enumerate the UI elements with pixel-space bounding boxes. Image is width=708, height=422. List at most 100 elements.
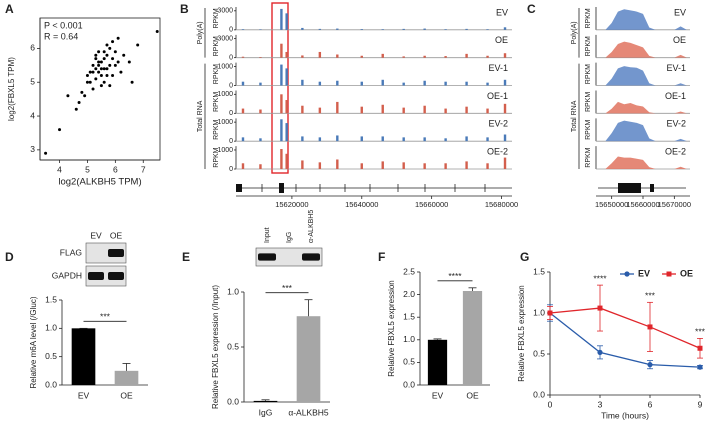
blot-lane-label: α-ALKBH5	[308, 210, 315, 243]
peak	[465, 28, 468, 30]
peak	[444, 108, 447, 114]
point	[94, 77, 98, 81]
x-tick-label: 9	[698, 399, 703, 409]
point	[91, 70, 95, 74]
y-tick-label: 3	[30, 144, 35, 154]
point	[94, 53, 98, 57]
point	[130, 80, 134, 84]
peak	[423, 28, 426, 30]
legend-marker	[666, 271, 672, 277]
point	[111, 57, 115, 61]
coverage-area	[599, 66, 687, 86]
y-axis-label: log2(FBXL5 TPM)	[7, 57, 16, 121]
x-tick-label: OE	[120, 390, 133, 400]
point	[111, 40, 115, 44]
point	[102, 50, 106, 54]
peak	[465, 106, 468, 114]
peak	[301, 55, 304, 58]
peak	[301, 27, 304, 30]
x-axis-label: log2(ALKBH5 TPM)	[58, 177, 141, 188]
track-y-label: RPKM	[585, 119, 592, 139]
peak	[486, 137, 489, 142]
track-name: OE	[495, 35, 508, 45]
peak	[360, 106, 363, 114]
y-tick-label: 1.0	[403, 334, 415, 344]
point	[111, 73, 115, 77]
point	[102, 67, 106, 71]
point	[108, 63, 112, 67]
point	[94, 57, 98, 61]
group-label: Total RNA	[197, 100, 204, 132]
annotation: P < 0.001	[44, 20, 83, 30]
x-tick-label: 15660000	[626, 200, 659, 209]
y-tick-label: 0	[229, 166, 233, 173]
plot-frame	[39, 17, 161, 161]
x-tick-label: 7	[141, 164, 146, 174]
peak	[381, 29, 384, 30]
peak	[280, 149, 283, 169]
peak	[486, 108, 489, 114]
peak	[402, 56, 405, 58]
point	[116, 36, 120, 40]
coverage-area	[599, 156, 687, 169]
significance: ***	[100, 312, 111, 322]
y-tick-label: 0.5	[45, 351, 57, 361]
panel-label: E	[182, 250, 190, 264]
point	[105, 73, 109, 77]
peak	[503, 134, 507, 142]
peak	[444, 81, 447, 86]
point	[102, 80, 106, 84]
legend-label: EV	[638, 268, 650, 278]
y-axis-label: Relative FBXL5 expression	[387, 280, 396, 377]
blot-lane-label: Input	[264, 227, 271, 243]
y-tick-label: 1.5	[403, 311, 415, 321]
peak	[241, 56, 245, 58]
point	[99, 84, 103, 88]
peak	[259, 109, 262, 114]
peak	[318, 162, 322, 169]
y-axis-label: Relative FBXL5 expression (/Input)	[211, 285, 220, 409]
blot-row-label: FLAG	[60, 247, 82, 257]
point	[119, 70, 123, 74]
series-line	[549, 312, 701, 368]
coverage-area	[599, 41, 687, 58]
peak	[285, 13, 288, 30]
peak	[444, 163, 447, 169]
peak	[444, 29, 447, 30]
y-tick-label: 0.5	[403, 357, 415, 367]
y-axis-label: Relative m6A level (/Gluc)	[29, 296, 38, 388]
group-label: Poly(A)	[571, 21, 578, 44]
y-tick-label: 0.0	[45, 379, 57, 389]
bar	[296, 316, 321, 402]
blot-band	[108, 272, 124, 280]
point	[116, 60, 120, 64]
point	[113, 50, 117, 54]
gene-model-b	[236, 183, 512, 193]
peak	[360, 81, 363, 86]
gene-model-c	[598, 183, 686, 193]
x-tick-label: 3	[598, 399, 603, 409]
peak	[336, 159, 339, 169]
significance: ***	[282, 283, 293, 293]
x-tick-label: 6	[648, 399, 653, 409]
peak	[285, 51, 288, 58]
series-line	[549, 307, 701, 349]
peak	[423, 163, 426, 169]
peak	[318, 28, 322, 30]
peak	[465, 53, 468, 58]
annotation: R = 0.64	[44, 31, 78, 41]
point	[697, 345, 703, 351]
point	[80, 90, 84, 94]
bar	[114, 370, 139, 385]
point	[97, 60, 101, 64]
track-y-label: RPKM	[585, 147, 592, 167]
track-y-label: RPKM	[213, 147, 220, 167]
peak	[336, 80, 339, 86]
peak	[381, 79, 384, 86]
y-tick-label: 5	[30, 76, 35, 86]
y-tick-label: 0	[229, 110, 233, 117]
point	[66, 94, 70, 98]
peak	[318, 51, 322, 58]
bar	[427, 339, 448, 385]
blot-band	[258, 253, 276, 261]
